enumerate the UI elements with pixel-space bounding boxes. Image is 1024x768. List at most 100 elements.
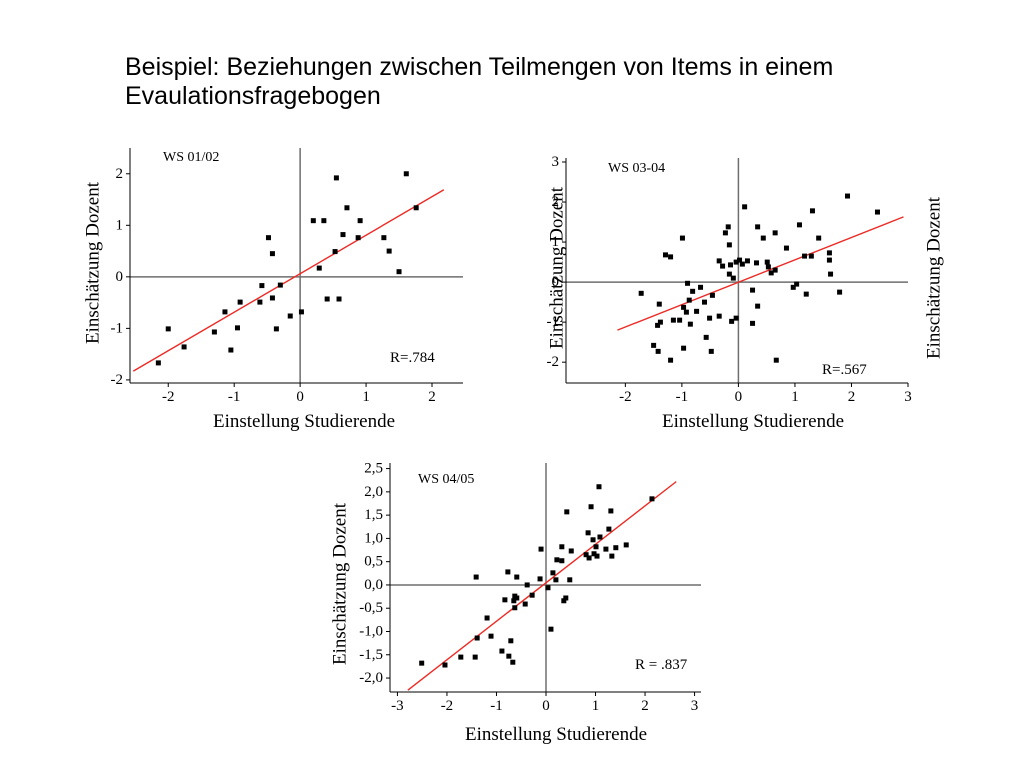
x-axis-label: Einstellung Studierende	[465, 724, 647, 745]
data-point	[796, 222, 802, 228]
data-point	[681, 304, 687, 310]
data-point	[716, 313, 722, 319]
data-point	[596, 484, 602, 490]
y-tick-label: -1,5	[359, 647, 383, 663]
y-tick-label: -1,0	[359, 623, 383, 639]
y-axis-label: Einschätzung Dozent	[547, 186, 568, 349]
data-point	[357, 218, 363, 224]
data-point	[514, 595, 520, 601]
data-point	[502, 597, 508, 603]
x-tick-label: 1	[362, 389, 370, 405]
data-point	[808, 253, 814, 259]
data-point	[473, 574, 479, 580]
x-tick-label: -2	[619, 389, 632, 405]
data-point	[277, 282, 283, 288]
chart-ws-01-02: -2 -1 0 1 2 -2 -1 0 1 2 WS 01/02 R=.784 Einstellu…	[83, 148, 463, 432]
data-point	[657, 319, 663, 325]
x-tick-label: -1	[676, 389, 689, 405]
data-point	[729, 318, 735, 324]
data-point	[755, 303, 761, 309]
y-tick-label: 1,5	[364, 507, 383, 523]
data-point	[826, 250, 832, 256]
data-point	[499, 648, 505, 654]
y-tick-label: 0,5	[364, 554, 383, 570]
data-point	[726, 242, 732, 248]
data-point	[228, 347, 234, 353]
data-point	[754, 260, 760, 266]
data-point	[181, 344, 187, 350]
data-point	[332, 249, 338, 255]
data-point	[548, 626, 554, 632]
regression-line	[407, 481, 677, 691]
plot-area: -2 -1 0 1 2 -2 -1 0 1 2	[111, 148, 463, 405]
chart-ws-03-04: -2 -1 0 1 2 3 -2 -1 0 1 2 3 WS 03-04 R=.567 Einstel…	[547, 154, 945, 432]
data-point	[567, 577, 573, 583]
data-point	[755, 224, 761, 230]
data-point	[259, 283, 265, 289]
data-point	[623, 542, 629, 548]
data-point	[269, 251, 275, 257]
data-point	[690, 288, 696, 294]
data-point	[803, 291, 809, 297]
data-point	[488, 633, 494, 639]
data-point	[344, 205, 350, 211]
data-point	[783, 245, 789, 251]
data-point	[510, 659, 516, 665]
data-point	[593, 544, 599, 550]
data-point	[559, 544, 565, 550]
data-point	[809, 208, 815, 214]
x-tick-label: 0	[296, 389, 304, 405]
data-point	[508, 638, 514, 644]
data-point	[670, 317, 676, 323]
y-tick-label: -1	[547, 314, 560, 330]
data-point	[583, 552, 589, 558]
data-point	[773, 357, 779, 363]
y-tick-label: -2	[111, 372, 124, 388]
data-point	[768, 270, 774, 276]
data-point	[668, 357, 674, 363]
data-point	[802, 253, 808, 259]
data-point	[545, 585, 551, 591]
y-tick-label: 0	[116, 269, 124, 285]
regression-line	[132, 189, 445, 372]
data-point	[733, 315, 739, 321]
data-point	[720, 263, 726, 269]
plot-area: -2 -1 0 1 2 3 -2 -1 0 1 2 3	[547, 154, 912, 405]
data-point	[668, 254, 674, 260]
x-axis-label: Einstellung Studierende	[213, 411, 395, 432]
data-point	[701, 299, 707, 305]
data-point	[845, 193, 851, 199]
data-point	[561, 598, 567, 604]
data-point	[458, 654, 464, 660]
correlation-label: R=.567	[822, 362, 867, 378]
data-point	[638, 290, 644, 296]
data-point	[568, 548, 574, 554]
data-point	[765, 264, 771, 270]
y-tick-label: 3	[552, 154, 560, 170]
x-tick-label: 3	[904, 389, 912, 405]
data-point	[265, 235, 271, 241]
y-tick-label: 2	[552, 194, 560, 210]
data-point	[472, 654, 478, 660]
data-point	[737, 257, 743, 263]
data-point	[563, 595, 569, 601]
data-point	[222, 309, 228, 315]
data-point	[744, 258, 750, 264]
y-tick-label: 1	[116, 217, 124, 233]
correlation-label: R = .837	[635, 657, 688, 673]
data-point	[772, 230, 778, 236]
x-tick-label: 2	[848, 389, 856, 405]
data-point	[716, 258, 722, 264]
data-point	[442, 662, 448, 668]
data-point	[698, 284, 704, 290]
y-tick-label: -2,0	[359, 670, 383, 686]
data-point	[742, 204, 748, 210]
data-point	[298, 309, 304, 315]
data-point	[837, 289, 843, 295]
data-point	[269, 295, 275, 301]
x-axis-label: Einstellung Studierende	[662, 411, 844, 432]
data-point	[733, 259, 739, 265]
data-point	[529, 592, 535, 598]
data-point	[336, 296, 342, 302]
